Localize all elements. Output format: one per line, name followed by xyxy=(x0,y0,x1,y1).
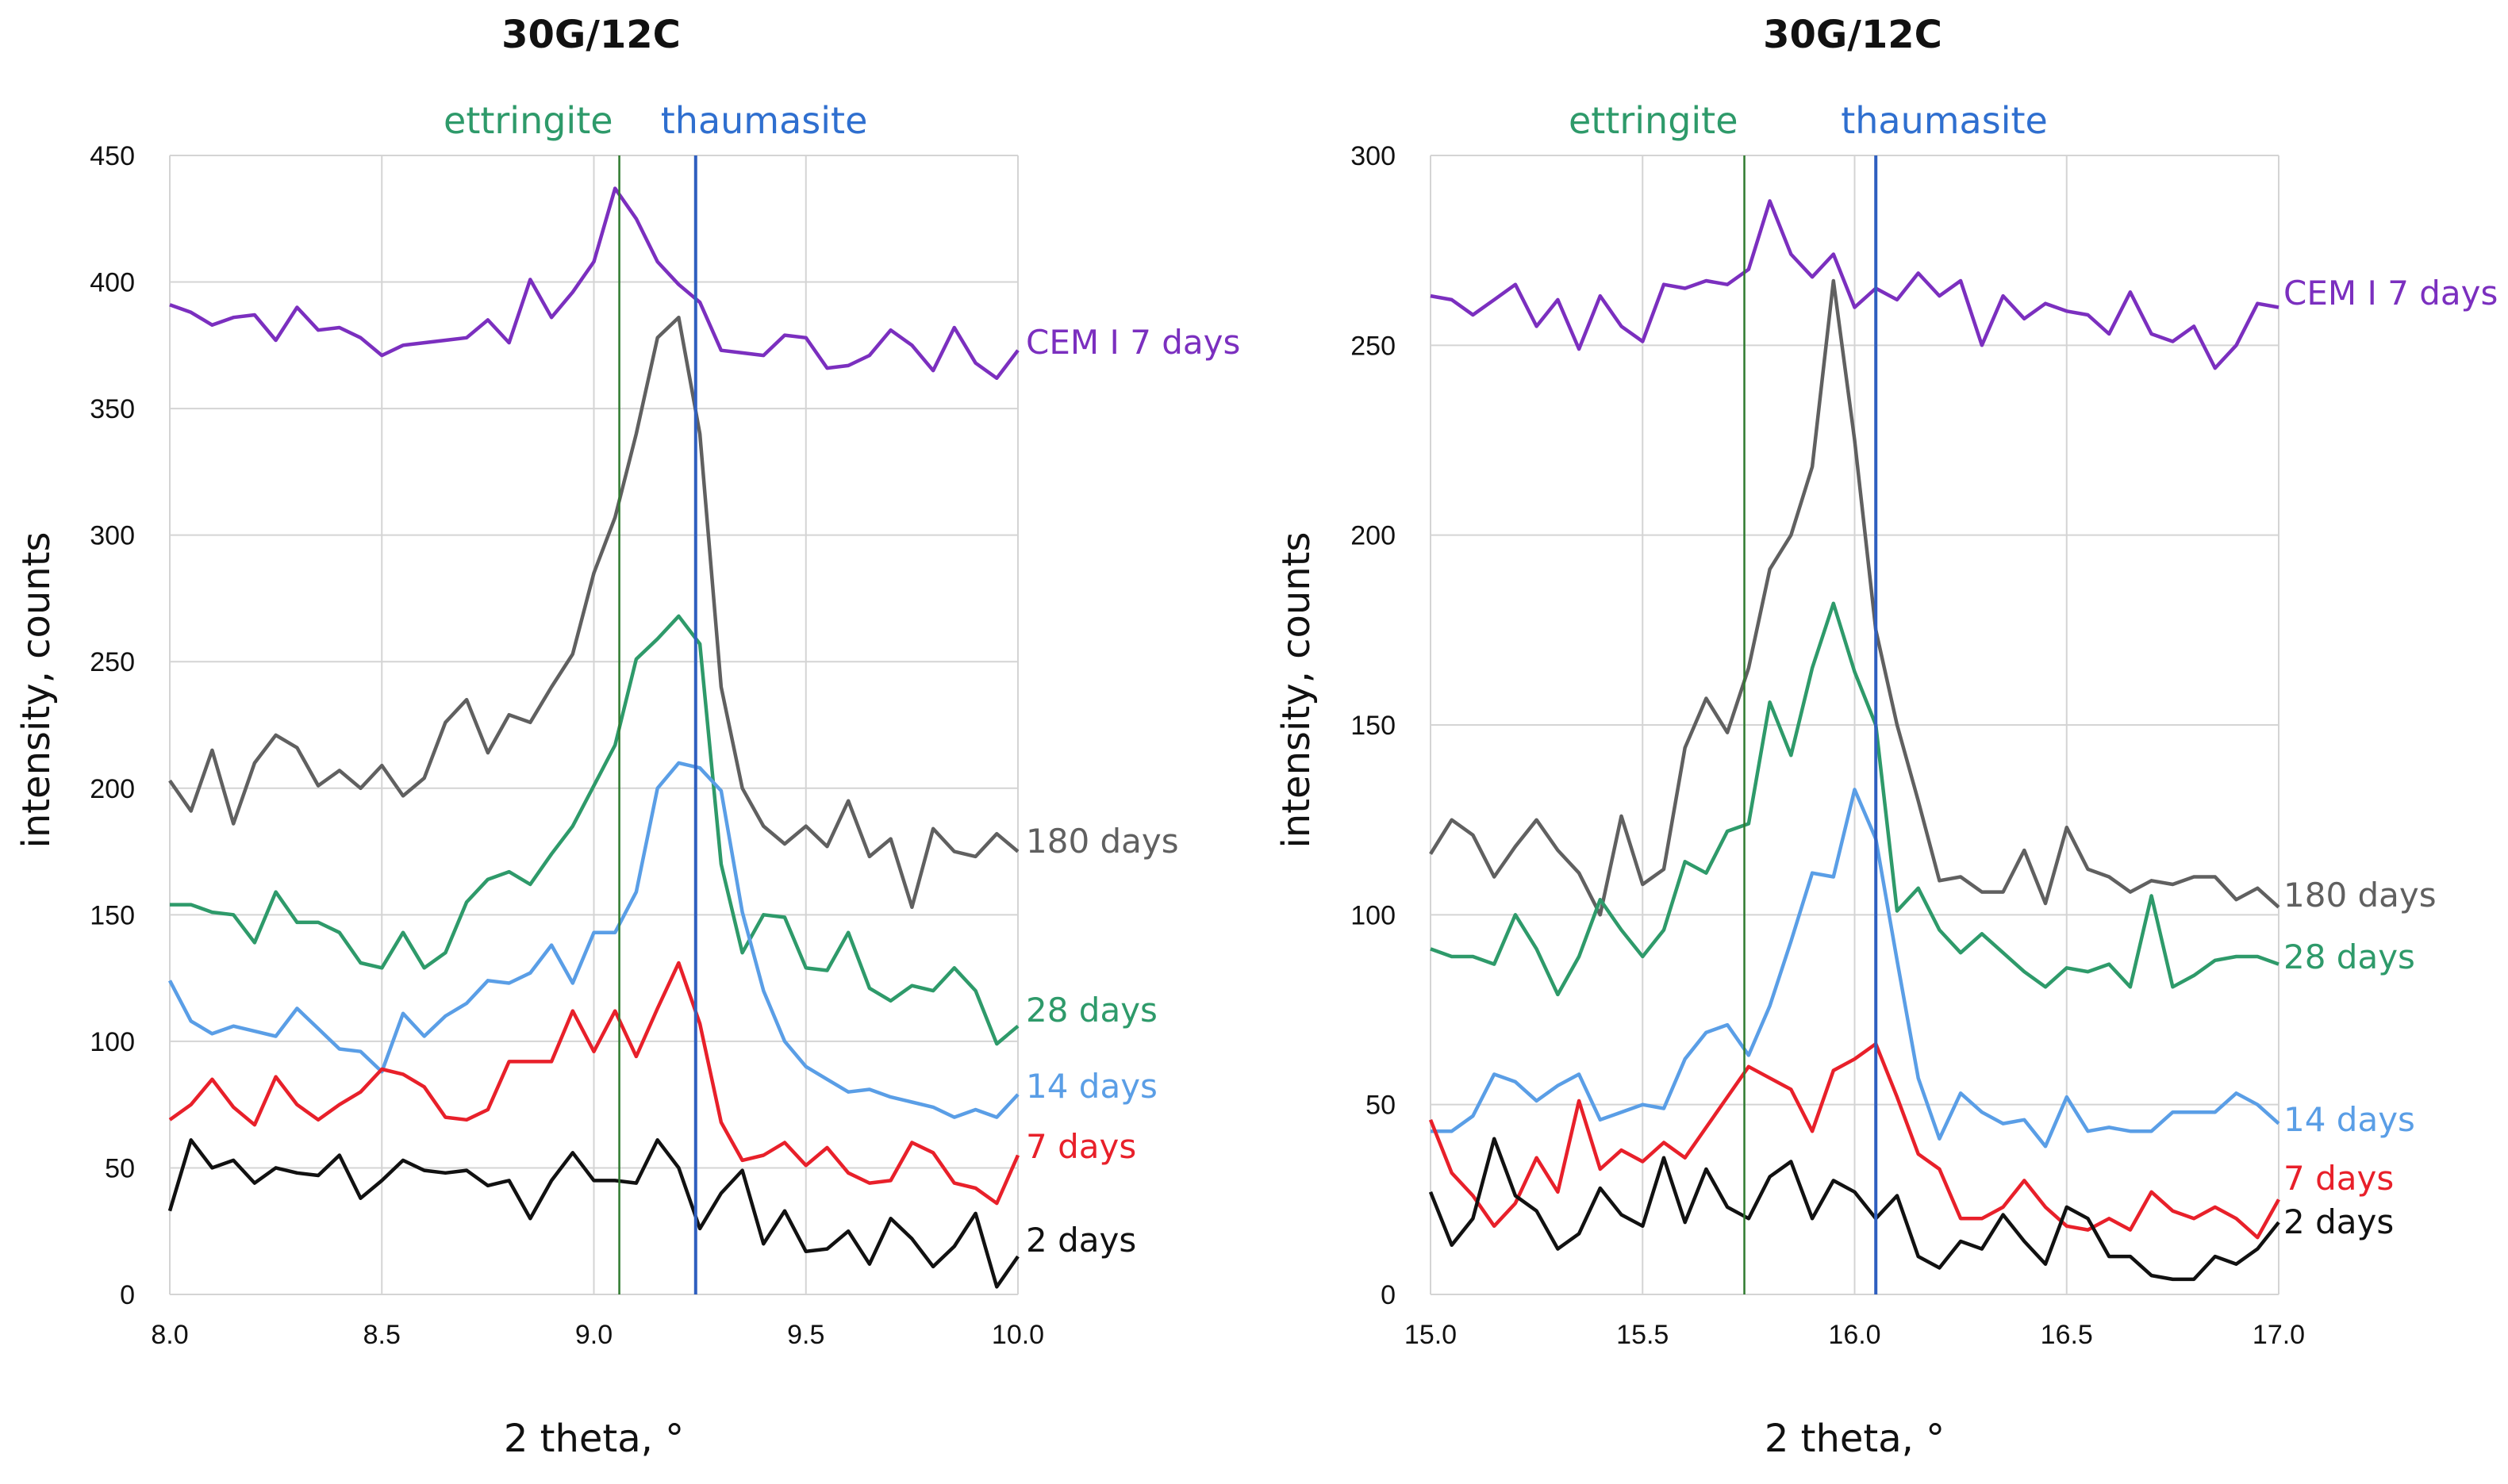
series-line-28-days xyxy=(170,614,1020,1046)
chart-panel-2: 0 50 100 150 200 250 300 15.0 15.5 16.0 16.5 17.0 30… xyxy=(1274,13,2498,1461)
series-line-28-days xyxy=(1430,601,2279,997)
x-tick-label: 8.0 xyxy=(151,1320,188,1350)
y-tick-label: 50 xyxy=(105,1153,135,1183)
series-line-180-days xyxy=(168,315,1020,910)
series-label-7-days: 7 days xyxy=(2283,1159,2394,1198)
x-tick-label: 15.0 xyxy=(1404,1320,1457,1350)
y-tick-label: 250 xyxy=(1350,331,1396,361)
x-tick-label: 15.5 xyxy=(1616,1320,1669,1350)
y-tick-label: 0 xyxy=(1381,1280,1396,1310)
y-tick-label: 200 xyxy=(1350,521,1396,551)
y-tick-label: 300 xyxy=(90,521,135,551)
series-line-cem-i-7-days xyxy=(169,186,1020,381)
series-label-2-days: 2 days xyxy=(2283,1202,2394,1241)
y-axis-label: intensity, counts xyxy=(14,531,59,848)
y-tick-label: 100 xyxy=(1350,900,1396,930)
series-label-cem-i-7-days: CEM I 7 days xyxy=(2283,274,2498,313)
ettringite-marker-label: ettringite xyxy=(1569,99,1738,142)
y-tick-label: 100 xyxy=(90,1027,135,1057)
series-label-180-days: 180 days xyxy=(1026,822,1179,861)
y-tick-label: 300 xyxy=(1350,141,1396,171)
thaumasite-marker-label: thaumasite xyxy=(1841,99,2048,142)
y-axis-label: intensity, counts xyxy=(1274,531,1319,848)
series-label-28-days: 28 days xyxy=(2283,938,2415,976)
x-tick-label: 9.0 xyxy=(575,1320,613,1350)
chart-title: 30G/12C xyxy=(1763,13,1942,57)
series-line-2-days xyxy=(167,1138,1020,1289)
x-axis-label: 2 theta, ° xyxy=(1765,1417,1945,1461)
series-line-14-days xyxy=(1431,788,2280,1148)
series-label-2-days: 2 days xyxy=(1026,1221,1136,1260)
x-tick-label: 16.0 xyxy=(1828,1320,1880,1350)
ettringite-marker-label: ettringite xyxy=(444,99,613,142)
y-tick-label: 250 xyxy=(90,647,135,677)
chart-title: 30G/12C xyxy=(501,13,681,57)
series-label-180-days: 180 days xyxy=(2283,876,2437,915)
series-line-cem-i-7-days xyxy=(1430,199,2279,370)
y-tick-label: 50 xyxy=(1365,1091,1396,1121)
series-label-14-days: 14 days xyxy=(2283,1100,2415,1139)
series-line-14-days xyxy=(168,761,1020,1119)
y-tick-label: 0 xyxy=(120,1280,135,1310)
y-tick-label: 150 xyxy=(90,900,135,930)
series-line-180-days xyxy=(1429,278,2280,917)
x-tick-label: 17.0 xyxy=(2253,1320,2305,1350)
y-tick-label: 350 xyxy=(90,394,135,424)
x-axis-label: 2 theta, ° xyxy=(504,1417,684,1461)
series-label-28-days: 28 days xyxy=(1026,991,1158,1030)
series-label-7-days: 7 days xyxy=(1026,1127,1136,1166)
y-tick-label: 450 xyxy=(90,141,135,171)
x-tick-label: 9.5 xyxy=(787,1320,824,1350)
series-label-14-days: 14 days xyxy=(1026,1067,1158,1106)
series-line-7-days xyxy=(1428,1041,2280,1240)
series-line-7-days xyxy=(168,961,1020,1206)
series-line-2-days xyxy=(1428,1137,2280,1282)
series-label-cem-i-7-days: CEM I 7 days xyxy=(1026,323,1240,362)
x-tick-label: 8.5 xyxy=(363,1320,401,1350)
y-tick-label: 150 xyxy=(1350,711,1396,741)
thaumasite-marker-label: thaumasite xyxy=(661,99,868,142)
y-tick-label: 200 xyxy=(90,774,135,804)
x-tick-label: 16.5 xyxy=(2041,1320,2093,1350)
x-tick-label: 10.0 xyxy=(992,1320,1044,1350)
y-tick-label: 400 xyxy=(90,268,135,298)
chart-panel-1: 0 50 100 150 200 250 300 350 400 450 8.0 8.5 9.0 9.5 1… xyxy=(14,13,1240,1461)
